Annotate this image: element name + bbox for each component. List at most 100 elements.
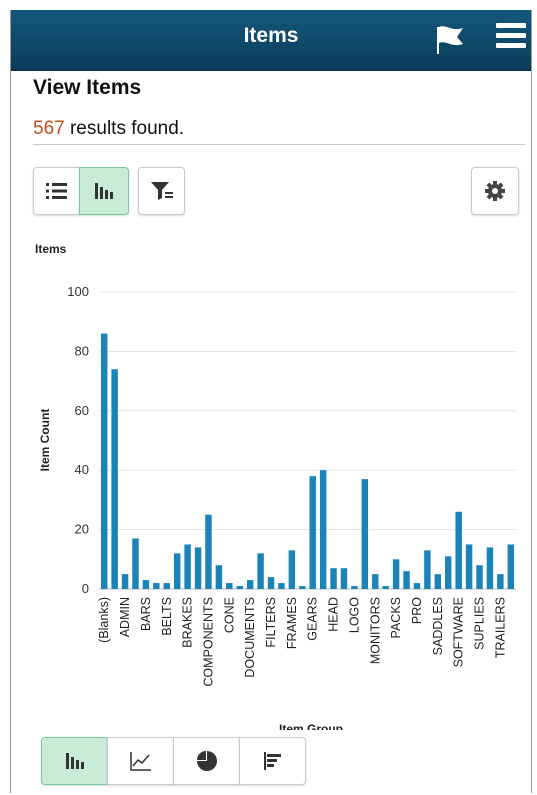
bar-chart: Items Item Count Item Group 0 20 40 60 80 100… <box>35 242 516 730</box>
bar[interactable] <box>142 580 150 589</box>
chart-title: Items <box>35 242 67 256</box>
results-summary: 567 results found. <box>33 118 184 140</box>
flag-icon <box>437 26 463 54</box>
chart-view-button[interactable] <box>79 167 129 215</box>
bar[interactable] <box>163 583 170 589</box>
y-tick-label: 0 <box>82 581 89 596</box>
bar[interactable] <box>299 586 306 589</box>
bar[interactable] <box>121 574 129 589</box>
gear-icon <box>485 181 505 201</box>
x-tick-label: HEAD <box>327 597 341 632</box>
y-tick-label: 20 <box>75 522 89 537</box>
x-axis-ticks: (Blanks) ADMIN BARS BELTS BRAKES COMPONENTS CO… <box>97 597 507 687</box>
app-header: Items <box>11 10 531 71</box>
bar[interactable] <box>351 586 358 589</box>
chart-bars <box>100 333 515 589</box>
bar[interactable] <box>111 369 118 589</box>
bar[interactable] <box>392 559 400 589</box>
filter-button[interactable] <box>138 167 185 215</box>
pie-chart-icon <box>196 751 217 771</box>
bar[interactable] <box>424 550 431 589</box>
x-tick-label: BELTS <box>160 597 174 636</box>
bar[interactable] <box>507 544 515 589</box>
bar[interactable] <box>330 568 337 589</box>
x-tick-label: SUPLIES <box>473 597 487 650</box>
list-icon <box>45 183 67 199</box>
filter-icon <box>150 182 173 200</box>
bar[interactable] <box>434 574 442 589</box>
bar[interactable] <box>445 556 452 589</box>
bar[interactable] <box>153 583 160 589</box>
bar[interactable] <box>257 553 264 589</box>
bar[interactable] <box>278 583 285 589</box>
x-tick-label: BARS <box>139 597 153 631</box>
y-tick-label: 100 <box>67 284 89 299</box>
bar[interactable] <box>100 333 108 589</box>
pie-chart-type-button[interactable] <box>173 737 240 785</box>
bar[interactable] <box>361 479 369 589</box>
x-tick-label: CONE <box>222 597 236 633</box>
bar[interactable] <box>236 586 243 589</box>
bar[interactable] <box>465 544 473 589</box>
x-tick-label: BRAKES <box>181 597 195 648</box>
result-suffix: results found. <box>64 118 185 139</box>
bar[interactable] <box>173 553 181 589</box>
x-tick-label: TRAILERS <box>493 597 507 658</box>
bar[interactable] <box>205 514 212 589</box>
header-title: Items <box>243 24 299 47</box>
y-tick-label: 60 <box>75 403 89 418</box>
x-axis-label: Item Group <box>279 722 343 730</box>
page-title: View Items <box>33 76 142 99</box>
x-tick-label: SOFTWARE <box>452 597 466 667</box>
bar[interactable] <box>382 586 389 589</box>
y-tick-label: 80 <box>75 343 89 358</box>
chart-grid <box>99 291 516 590</box>
divider <box>33 144 525 145</box>
bar[interactable] <box>497 574 504 589</box>
flag-button[interactable] <box>429 22 467 56</box>
x-tick-label: (Blanks) <box>97 597 111 643</box>
bar[interactable] <box>194 547 202 589</box>
x-tick-label: DOCUMENTS <box>243 597 257 678</box>
settings-button[interactable] <box>471 167 519 215</box>
x-tick-label: GEARS <box>306 597 320 641</box>
x-tick-label: SADDLES <box>431 597 445 655</box>
x-tick-label: FILTERS <box>264 597 278 647</box>
bar[interactable] <box>226 583 233 589</box>
line-chart-icon <box>129 752 151 771</box>
bar[interactable] <box>288 550 296 589</box>
bar-chart-icon <box>65 753 84 769</box>
bar[interactable] <box>267 577 275 589</box>
line-chart-type-button[interactable] <box>107 737 174 785</box>
bar[interactable] <box>340 568 348 589</box>
bar[interactable] <box>455 511 462 589</box>
bar[interactable] <box>403 571 410 589</box>
x-tick-label: MONITORS <box>368 597 382 664</box>
chart-type-selector <box>41 737 307 785</box>
bar-chart-type-button[interactable] <box>41 737 108 785</box>
bar[interactable] <box>476 565 483 589</box>
bar[interactable] <box>184 544 191 589</box>
view-toggle <box>33 167 129 215</box>
horizontal-bar-chart-type-button[interactable] <box>239 737 306 785</box>
bar-chart-icon <box>95 183 113 199</box>
bar[interactable] <box>132 538 139 589</box>
hamburger-menu-icon <box>496 23 526 28</box>
bar[interactable] <box>319 470 327 589</box>
hamburger-menu-button[interactable] <box>496 23 526 53</box>
x-tick-label: FRAMES <box>285 597 299 649</box>
bar[interactable] <box>413 583 421 589</box>
bar[interactable] <box>309 476 316 589</box>
bar[interactable] <box>372 574 379 589</box>
bar[interactable] <box>215 565 223 589</box>
result-count: 567 <box>33 118 65 139</box>
app-frame: Items View Items 567 results found. <box>10 10 532 793</box>
x-tick-label: COMPONENTS <box>201 597 215 687</box>
x-tick-label: LOGO <box>347 597 361 633</box>
x-tick-label: PRO <box>410 597 424 624</box>
bar[interactable] <box>246 580 254 589</box>
list-view-button[interactable] <box>33 167 80 215</box>
y-tick-label: 40 <box>75 462 89 477</box>
bar[interactable] <box>486 547 494 589</box>
x-tick-label: PACKS <box>389 597 403 638</box>
